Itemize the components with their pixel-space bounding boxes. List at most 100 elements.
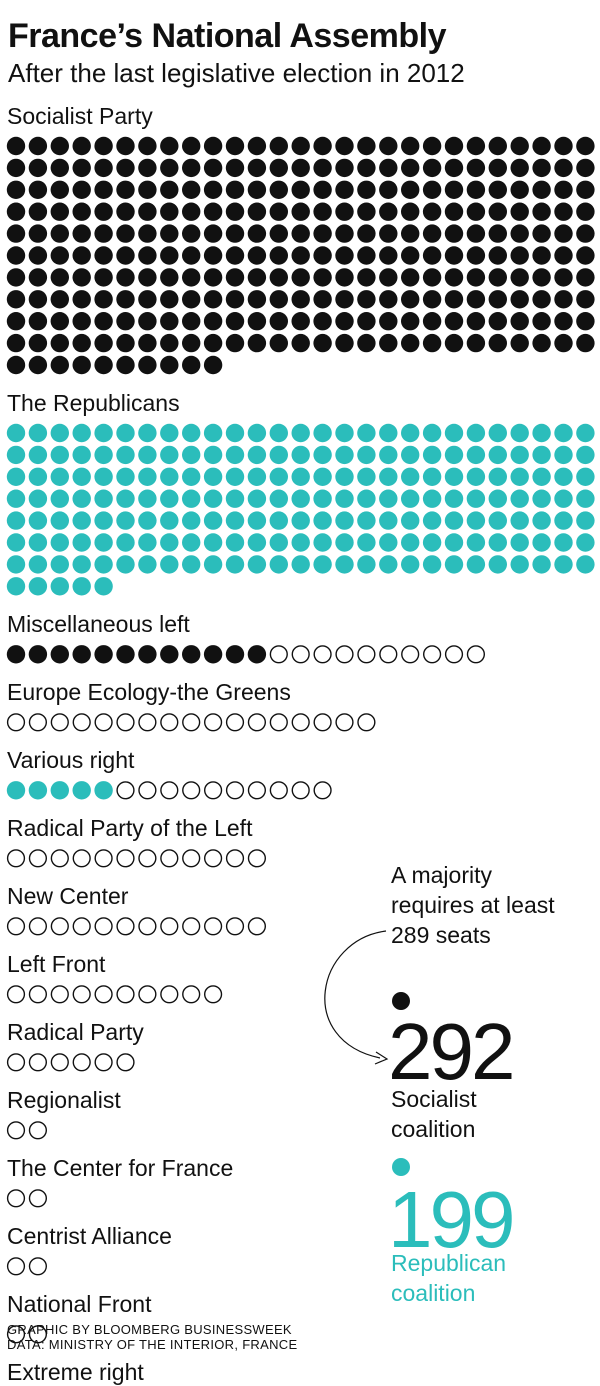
seat-dot-republican [50, 511, 69, 530]
seat-dot-socialist [291, 268, 310, 287]
seat-dot-socialist [269, 136, 288, 156]
seat-dot-socialist [335, 224, 354, 243]
seat-dot-socialist [94, 136, 113, 156]
seat-dot-socialist [422, 333, 442, 353]
seat-dot-republican [225, 423, 245, 443]
seat-dot-socialist [72, 246, 91, 265]
seat-dot-republican [554, 445, 573, 465]
seat-dot-socialist [116, 355, 135, 375]
seat-dot-socialist [160, 290, 179, 309]
seat-dot-republican [422, 445, 442, 465]
seat-dot-socialist [466, 158, 486, 178]
seat-dot-socialist [576, 158, 595, 178]
seat-dot-republican [554, 467, 573, 486]
chart-title: France’s National Assembly [8, 17, 446, 55]
seat-dot-other [204, 985, 223, 1004]
seat-dot-socialist [422, 224, 442, 243]
seat-dot-republican [313, 555, 332, 574]
seat-dot-socialist [269, 333, 288, 353]
seat-dot-socialist [203, 180, 223, 199]
seat-dot-republican [357, 467, 376, 486]
seat-dot-republican [379, 533, 398, 552]
seat-dot-republican [401, 423, 420, 443]
seat-dot-socialist [335, 180, 354, 199]
seat-dot-other [247, 713, 266, 732]
seat-dot-socialist [335, 268, 354, 287]
seat-dot-socialist [357, 158, 376, 178]
seat-dot-socialist [72, 224, 91, 243]
seat-dot-other [182, 781, 201, 800]
seat-dot-republican [50, 423, 69, 443]
seat-dot-republican [444, 511, 464, 530]
seat-dot-republican [554, 555, 573, 574]
seat-dot-socialist [510, 158, 529, 178]
majority-arrow-head [374, 1051, 389, 1065]
seat-dot-socialist [401, 268, 420, 287]
seat-dot-other [72, 849, 91, 868]
seat-dot-other [6, 917, 26, 936]
seat-dot-republican [532, 533, 551, 552]
seat-dot-republican [291, 533, 310, 552]
seat-dot-republican [225, 533, 245, 552]
seat-dot-socialist [72, 158, 91, 178]
seat-dot-republican [160, 489, 179, 508]
seat-dot-socialist [247, 158, 267, 178]
seat-dot-republican [401, 555, 420, 574]
seat-dot-other [291, 713, 310, 732]
seat-dot-socialist [379, 312, 398, 331]
seat-dot-republican [94, 511, 113, 530]
seat-dot-republican [50, 555, 69, 574]
seat-dot-republican [422, 555, 442, 574]
seat-dot-socialist [510, 290, 529, 309]
seat-dot-socialist [576, 333, 595, 353]
seat-dot-other [72, 1053, 91, 1072]
seat-dot-socialist [94, 312, 113, 331]
seat-dot-socialist [488, 180, 507, 199]
seat-dot-socialist [269, 290, 288, 309]
seat-dot-other [269, 713, 288, 732]
seat-dot-other [204, 781, 223, 800]
seat-dot-socialist [269, 312, 288, 331]
seat-dot-socialist [422, 268, 442, 287]
party-label-radical-party: Radical Party [7, 1019, 144, 1046]
seat-dot-other [357, 645, 376, 664]
seat-dot-socialist [225, 158, 245, 178]
seat-dot-socialist [313, 333, 332, 353]
seat-dot-socialist [357, 136, 376, 156]
seat-dot-socialist [335, 158, 354, 178]
seat-dot-other [28, 1325, 48, 1344]
seat-dot-socialist [94, 180, 113, 199]
seat-dot-republican [510, 467, 529, 486]
seat-dot-republican [576, 489, 595, 508]
seat-dot-socialist [116, 290, 135, 309]
seat-dot-republican [576, 555, 595, 574]
seat-dot-socialist [379, 268, 398, 287]
seat-dot-socialist [532, 312, 551, 331]
seat-dot-socialist [160, 246, 179, 265]
seat-dot-republican [422, 511, 442, 530]
seat-dot-republican [182, 423, 201, 443]
seat-dot-republican [247, 445, 267, 465]
seat-dot-other [357, 713, 376, 732]
seat-dot-socialist [488, 224, 507, 243]
seat-dot-socialist [554, 246, 573, 265]
party-label-socialist-party: Socialist Party [7, 103, 153, 129]
seat-dot-socialist [138, 246, 157, 265]
seat-dot-socialist [466, 246, 486, 265]
seat-dot-socialist [291, 290, 310, 309]
seat-dot-socialist [50, 268, 69, 287]
seat-dot-socialist [225, 645, 245, 664]
seat-dot-socialist [72, 202, 91, 221]
seat-dot-socialist [182, 290, 201, 309]
seat-dot-socialist [357, 290, 376, 309]
seat-dot-socialist [28, 246, 48, 265]
seat-dot-republican [335, 445, 354, 465]
seat-dot-socialist [422, 158, 442, 178]
seat-dot-other [138, 917, 157, 936]
seat-dot-socialist [203, 136, 223, 156]
seat-dot-socialist [335, 312, 354, 331]
seat-dot-socialist [50, 312, 69, 331]
seat-dot-republican [576, 467, 595, 486]
seat-dot-socialist [444, 180, 464, 199]
seat-dot-republican [72, 467, 91, 486]
